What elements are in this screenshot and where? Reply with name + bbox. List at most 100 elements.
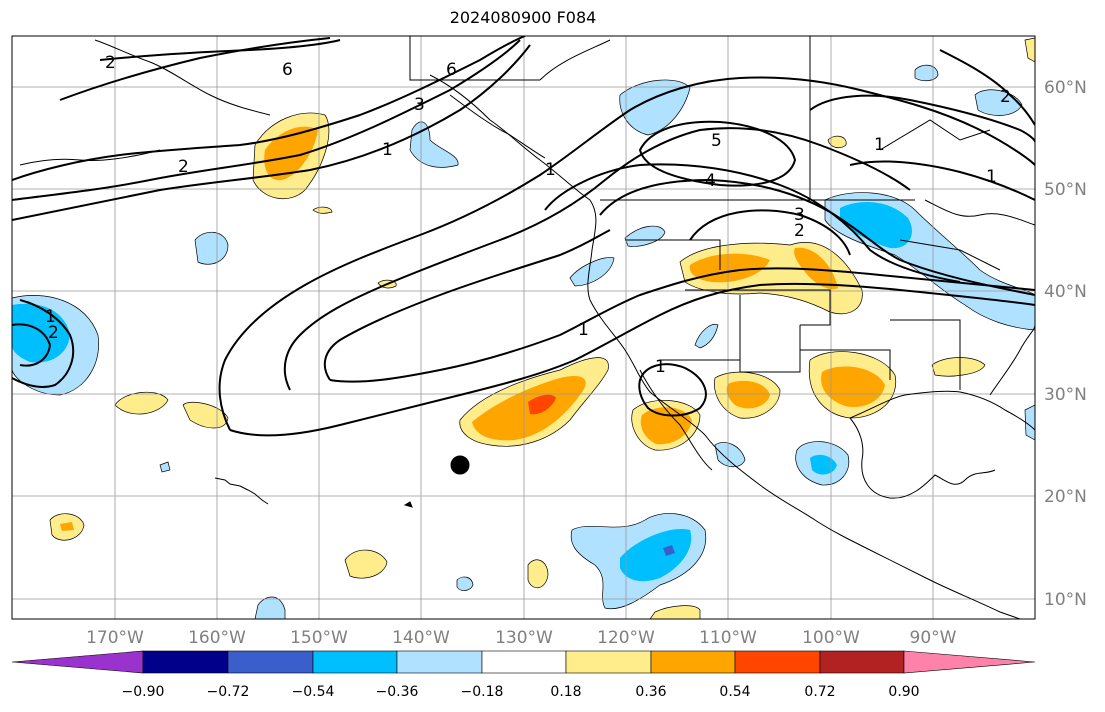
colorbar-tick: 0.18 xyxy=(550,684,581,700)
contour-label: 3 xyxy=(414,95,425,115)
shade-pos-small1 xyxy=(312,206,333,214)
contour-label: 4 xyxy=(705,171,716,191)
shade-pos-b1 xyxy=(344,549,388,579)
contour-label: 2 xyxy=(1000,87,1011,107)
shade-pos-b5 xyxy=(649,605,701,619)
colorbar-segment xyxy=(142,650,229,674)
contour-label: 5 xyxy=(711,131,722,151)
colorbar-segment xyxy=(650,650,736,674)
longitude-labels: 170°W 160°W 150°W 140°W 130°W 120°W 110°… xyxy=(86,628,957,648)
lon-label: 100°W xyxy=(802,628,860,648)
shade-pos-texas-core xyxy=(821,366,885,408)
contour-label: 2 xyxy=(794,221,805,241)
colorbar-tick: 0.72 xyxy=(804,684,835,700)
lon-label: 140°W xyxy=(392,628,450,648)
lat-label: 20°N xyxy=(1044,487,1087,507)
colorbar-segment xyxy=(227,650,314,674)
plot-area xyxy=(12,36,1035,619)
shade-pos-baja-core xyxy=(640,407,692,445)
shade-neg-mex xyxy=(714,442,746,468)
lon-label: 170°W xyxy=(86,628,144,648)
lon-label: 160°W xyxy=(188,628,246,648)
colorbar-tick: −0.72 xyxy=(207,684,250,700)
shaded-fields xyxy=(12,37,1035,619)
shade-pos-w4-core xyxy=(60,522,74,531)
contour-label: 3 xyxy=(794,205,805,225)
shade-pos-tr3 xyxy=(1024,37,1035,63)
map-title: 2024080900 F084 xyxy=(449,8,597,27)
shade-neg-bc xyxy=(409,121,459,168)
colorbar-tick: 0.36 xyxy=(635,684,666,700)
lon-label: 110°W xyxy=(699,628,757,648)
contour-label: 1 xyxy=(545,160,556,180)
shade-pos-tr5 xyxy=(827,135,847,149)
shade-neg-mex2-core xyxy=(810,454,837,475)
lat-label: 60°N xyxy=(1044,78,1087,98)
shade-pos-b2 xyxy=(527,559,549,588)
shade-neg-utah xyxy=(694,324,719,349)
lon-label: 90°W xyxy=(910,628,957,648)
lat-label: 10°N xyxy=(1044,590,1087,610)
shade-neg-south-core xyxy=(620,529,692,582)
colorbar-segment xyxy=(481,650,567,674)
shade-pos-w1 xyxy=(114,391,169,415)
colorbar-tick: −0.36 xyxy=(376,684,419,700)
shade-neg-south-core2 xyxy=(663,545,675,556)
shade-pos-cpac-mid xyxy=(472,375,586,441)
contour-lines xyxy=(12,36,1035,437)
colorbar-tick: 0.90 xyxy=(888,684,919,700)
contour-label: 6 xyxy=(446,60,457,80)
lat-label: 40°N xyxy=(1044,282,1087,302)
contour-label: 1 xyxy=(45,307,56,327)
contour-label: 1 xyxy=(382,140,393,160)
colorbar-tick: −0.18 xyxy=(461,684,504,700)
lat-label: 30°N xyxy=(1044,385,1087,405)
shade-pos-gulf-alaska-core xyxy=(264,126,318,181)
colorbar-segment xyxy=(734,650,821,674)
shade-neg-pnw xyxy=(569,257,615,287)
shade-neg-id xyxy=(624,225,666,247)
contour-label: 2 xyxy=(48,323,59,343)
shade-neg-canada xyxy=(619,79,691,136)
shade-neg-tr1 xyxy=(914,64,939,82)
contour-label: 1 xyxy=(874,135,885,155)
colorbar-extend-right xyxy=(903,650,1036,674)
shade-neg-tr4 xyxy=(1024,404,1035,441)
coastlines xyxy=(409,36,1035,619)
contour-label: 6 xyxy=(282,60,293,80)
shade-neg-pac1 xyxy=(194,232,229,265)
lon-label: 150°W xyxy=(290,628,348,648)
islands xyxy=(19,39,546,508)
colorbar-segment xyxy=(819,650,905,674)
shade-neg-w3 xyxy=(159,461,171,473)
shade-pos-sw1-core xyxy=(726,380,770,409)
graticule xyxy=(12,36,1035,619)
shade-pos-cpac-core xyxy=(528,394,556,415)
colorbar-extend-left xyxy=(11,650,144,674)
contour-label: 1 xyxy=(986,167,997,187)
lat-label: 50°N xyxy=(1044,180,1087,200)
shade-pos-gulf xyxy=(931,357,986,377)
latitude-labels: 60°N 50°N 40°N 30°N 20°N 10°N xyxy=(1044,78,1087,610)
colorbar-ticks: −0.90 −0.72 −0.54 −0.36 −0.18 0.18 0.36 … xyxy=(122,684,920,700)
shade-neg-b3 xyxy=(456,576,474,591)
contour-labels: 5 4 3 2 1 6 6 3 2 1 2 1 1 2 1 1 1 2 xyxy=(45,53,1011,377)
lon-label: 120°W xyxy=(597,628,655,648)
contour-label: 1 xyxy=(578,320,589,340)
colorbar-segment xyxy=(312,650,398,674)
lon-label: 130°W xyxy=(495,628,553,648)
colorbar-tick: −0.54 xyxy=(292,684,335,700)
contour-label: 2 xyxy=(178,157,189,177)
colorbar-tick: −0.90 xyxy=(122,684,165,700)
shade-neg-greatlakes-core xyxy=(840,202,912,249)
colorbar-segment xyxy=(565,650,652,674)
plot-border xyxy=(11,35,1036,620)
colorbar-tick: 0.54 xyxy=(719,684,750,700)
shade-pos-rockies-core2 xyxy=(794,247,838,290)
storm-center-marker xyxy=(450,455,470,475)
contour-label: 1 xyxy=(655,357,666,377)
colorbar-segment xyxy=(396,650,483,674)
colorbar xyxy=(11,650,1036,674)
contour-label: 2 xyxy=(105,53,116,73)
